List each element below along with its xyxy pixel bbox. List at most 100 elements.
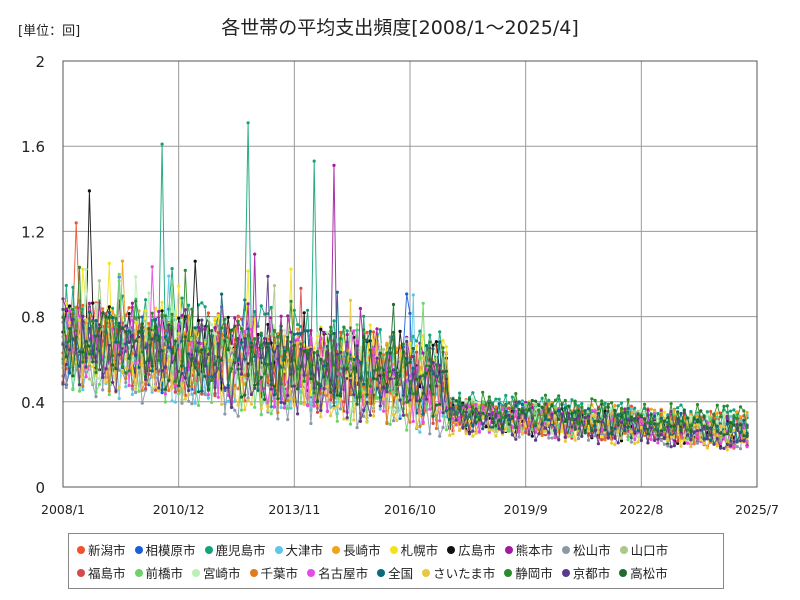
legend-marker [77,568,85,577]
data-point [524,416,528,420]
data-point [193,326,197,330]
legend-item: 相模原市 [134,540,196,560]
data-point [282,358,286,362]
legend-marker [561,568,570,577]
data-point [520,432,525,436]
data-point [190,340,194,344]
data-point [306,352,310,356]
data-point [177,392,181,396]
legend-marker [77,545,85,554]
data-point [223,339,227,343]
data-point [77,350,82,354]
data-point [272,284,277,288]
data-point [325,384,329,388]
data-point [623,425,627,429]
data-point [643,417,647,421]
data-point [266,274,270,278]
data-point [170,386,174,390]
data-point [332,331,336,336]
data-point [682,441,686,445]
data-point [309,377,313,381]
data-point [467,413,472,417]
data-point [368,348,372,352]
data-point [233,394,237,398]
data-point [464,399,468,403]
data-point [97,376,101,381]
data-point [144,298,148,302]
legend-item: 松山市 [562,540,611,560]
data-point [243,330,247,334]
data-point [246,327,250,331]
data-point [705,413,710,417]
data-point [689,409,693,414]
data-point [306,348,310,352]
data-point [259,304,263,308]
data-point [669,402,673,406]
data-point [315,331,320,335]
data-point [296,412,300,416]
data-point [170,399,174,403]
data-point [471,429,475,433]
data-point [520,411,525,415]
data-point [428,340,432,344]
data-point [220,326,224,330]
data-point [140,401,144,405]
data-point [117,272,121,276]
data-point [239,327,244,331]
data-point [167,346,171,350]
data-point [507,422,511,426]
data-point [87,362,91,366]
data-point [180,383,184,387]
data-point [534,422,538,426]
data-point [299,401,303,405]
data-point [729,409,733,413]
data-point [378,351,382,355]
data-point [593,419,597,423]
data-point [325,362,329,366]
data-point [335,290,339,294]
data-point [286,399,290,403]
data-point [253,337,257,341]
data-point [709,416,713,420]
data-point [411,384,415,388]
data-point [692,442,696,446]
data-point [91,349,95,353]
data-point [567,433,571,437]
data-point [729,414,733,418]
data-point [659,409,663,413]
data-point [177,284,181,288]
data-point [431,360,435,365]
data-point [441,411,445,415]
data-point [679,411,683,416]
data-point [259,375,263,379]
data-point [84,356,88,360]
data-point [385,352,389,356]
data-point [190,353,194,357]
data-point [424,406,429,411]
data-point [398,351,402,355]
data-point [434,363,438,367]
data-point [745,445,749,449]
data-point [619,436,624,440]
legend-marker [377,568,386,577]
data-point [309,347,313,351]
data-point [249,345,253,349]
data-point [74,335,78,339]
data-point [408,420,412,424]
data-point [114,316,118,320]
data-point [358,306,362,311]
data-point [557,394,561,398]
data-point [157,386,161,390]
data-point [699,409,703,413]
data-point [236,337,240,341]
data-point [550,404,554,408]
data-point [68,371,72,375]
data-point [481,422,485,426]
data-point [656,415,660,419]
data-point [421,391,425,395]
data-point [140,363,144,367]
data-point [190,336,194,340]
data-point [715,411,719,415]
legend-marker [192,568,201,577]
data-point [160,378,164,382]
